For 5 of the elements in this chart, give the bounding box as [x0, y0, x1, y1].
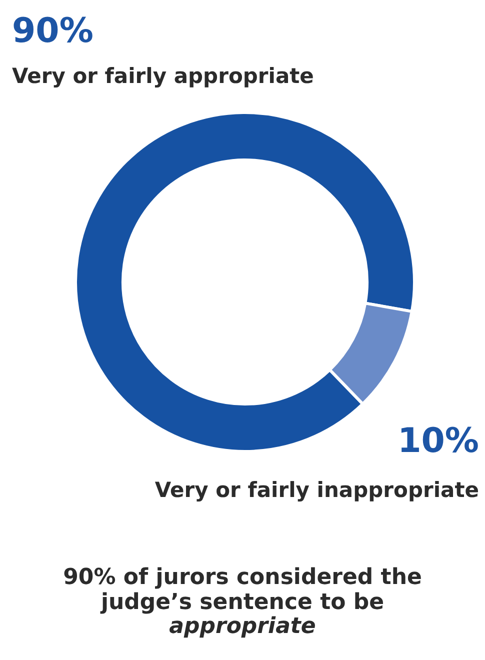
data-label: 90%: [12, 11, 94, 51]
data-label: 10%: [398, 421, 479, 461]
slice-label: Very or fairly inappropriate: [154, 478, 479, 504]
text: appropriate: [169, 614, 316, 640]
slice-label: Very or fairly appropriate: [12, 64, 314, 90]
